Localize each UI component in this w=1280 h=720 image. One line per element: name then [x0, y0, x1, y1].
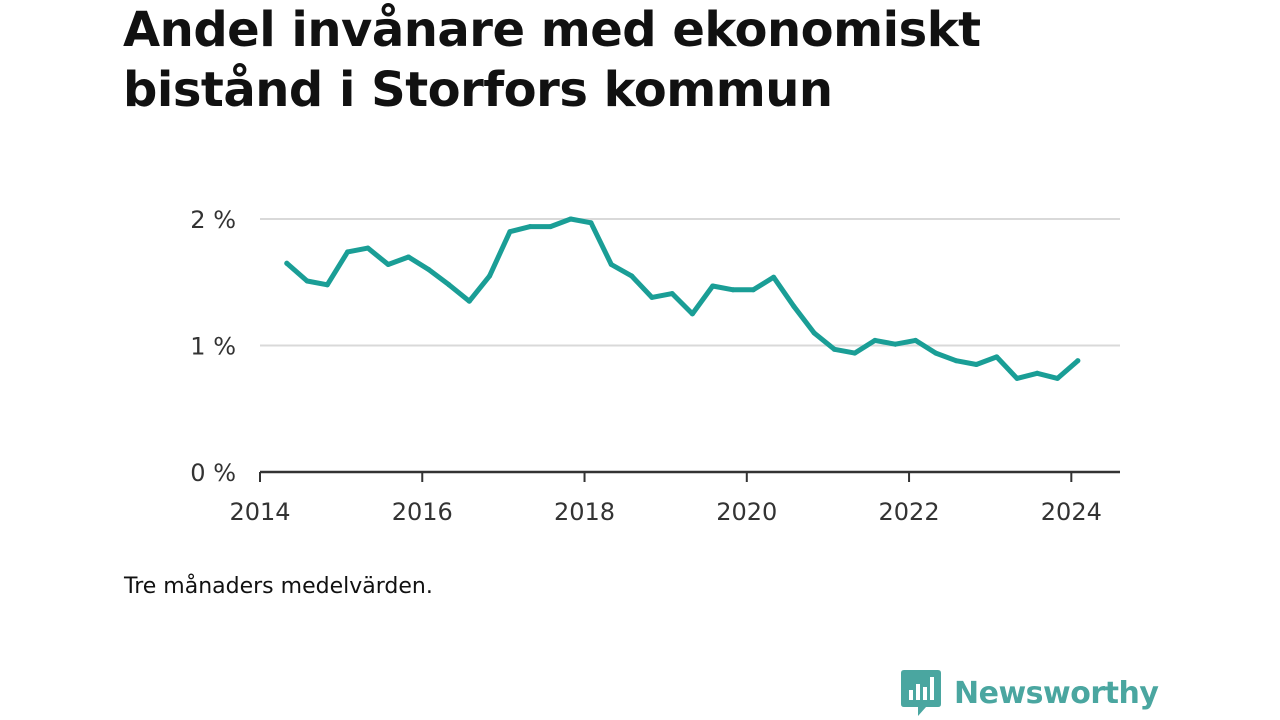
- data-point: [791, 303, 797, 309]
- x-tick-label: 2014: [229, 498, 290, 526]
- data-point: [527, 224, 533, 230]
- tick-labels: 0 % 1 % 2 % 2014 2016 2018 2020 2022 2024: [190, 206, 1102, 526]
- brand-logo: Newsworthy: [900, 668, 1159, 718]
- newsworthy-bars-icon: [901, 670, 941, 716]
- x-tick-label: 2016: [392, 498, 453, 526]
- data-point: [710, 283, 716, 289]
- chart-title: Andel invånare med ekonomiskt bistånd i …: [123, 2, 981, 118]
- x-tick-label: 2022: [879, 498, 940, 526]
- y-tick-label: 2 %: [190, 206, 236, 234]
- data-point: [933, 350, 939, 356]
- data-point: [852, 350, 858, 356]
- data-point: [649, 294, 655, 300]
- data-point: [994, 354, 1000, 360]
- data-point: [487, 273, 493, 279]
- y-tick-label: 1 %: [190, 333, 236, 361]
- data-point: [385, 262, 391, 267]
- data-point: [466, 298, 472, 304]
- data-point: [629, 273, 635, 279]
- data-point: [1055, 375, 1060, 381]
- data-point: [831, 346, 837, 352]
- series: [284, 216, 1081, 381]
- data-point: [771, 274, 777, 280]
- data-point: [1014, 375, 1020, 381]
- data-point: [304, 278, 310, 284]
- data-point: [608, 262, 614, 267]
- x-tick-label: 2020: [716, 498, 777, 526]
- data-point: [406, 254, 411, 260]
- data-point: [365, 245, 371, 251]
- data-point: [730, 287, 736, 293]
- data-point: [973, 362, 979, 367]
- y-tick-label: 0 %: [190, 459, 236, 487]
- data-point: [426, 267, 432, 273]
- data-point: [953, 358, 959, 364]
- data-point: [548, 224, 553, 230]
- gridlines: [260, 218, 1120, 347]
- data-point: [568, 216, 574, 222]
- data-point: [913, 337, 918, 343]
- chart-note: Tre månaders medelvärden.: [124, 574, 433, 599]
- data-point: [1034, 370, 1040, 376]
- data-point: [872, 337, 878, 343]
- line-chart: 0 % 1 % 2 % 2014 2016 2018 2020 2022 2024: [190, 206, 1120, 526]
- x-tick-label: 2024: [1041, 498, 1102, 526]
- x-tick-label: 2018: [554, 498, 615, 526]
- data-point: [345, 249, 351, 255]
- data-point: [588, 220, 594, 226]
- data-point: [324, 282, 330, 288]
- data-point: [689, 311, 695, 317]
- data-point: [284, 260, 290, 266]
- data-point: [1075, 358, 1081, 364]
- data-point: [811, 330, 817, 336]
- data-point: [892, 341, 898, 347]
- brand-name: Newsworthy: [954, 675, 1159, 711]
- data-point: [669, 291, 675, 297]
- data-point: [507, 229, 513, 235]
- data-point: [750, 287, 756, 293]
- series-line: [284, 216, 1081, 381]
- x-axis: [259, 470, 1120, 482]
- data-point: [446, 282, 452, 288]
